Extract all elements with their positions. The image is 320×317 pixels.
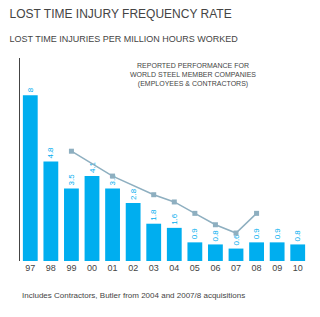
svg-text:1.8: 1.8 — [149, 209, 158, 221]
svg-text:8: 8 — [26, 87, 35, 92]
svg-text:98: 98 — [46, 263, 56, 273]
svg-text:09: 09 — [272, 263, 282, 273]
svg-text:3.5: 3.5 — [108, 174, 117, 186]
svg-text:06: 06 — [210, 263, 220, 273]
svg-text:10: 10 — [293, 263, 303, 273]
svg-text:03: 03 — [149, 263, 159, 273]
svg-text:00: 00 — [87, 263, 97, 273]
svg-text:4.1: 4.1 — [88, 161, 97, 173]
svg-text:0.8: 0.8 — [293, 230, 302, 242]
svg-text:1.6: 1.6 — [170, 213, 179, 225]
svg-text:0.9: 0.9 — [190, 228, 199, 240]
svg-text:REPORTED PERFORMANCE FORWORLD: REPORTED PERFORMANCE FORWORLD STEEL MEMB… — [130, 62, 256, 88]
svg-text:2.8: 2.8 — [129, 188, 138, 200]
svg-text:07: 07 — [231, 263, 241, 273]
svg-text:02: 02 — [128, 263, 138, 273]
svg-text:0.8: 0.8 — [211, 230, 220, 242]
svg-text:0.9: 0.9 — [252, 228, 261, 240]
svg-text:97: 97 — [25, 263, 35, 273]
svg-text:99: 99 — [66, 263, 76, 273]
svg-text:4.8: 4.8 — [46, 147, 55, 159]
svg-text:LOST TIME INJURIES PER MILLION: LOST TIME INJURIES PER MILLION HOURS WOR… — [10, 34, 239, 44]
svg-text:04: 04 — [169, 263, 179, 273]
svg-text:LOST TIME INJURY FREQUENCY RAT: LOST TIME INJURY FREQUENCY RATE — [10, 7, 232, 21]
svg-text:08: 08 — [252, 263, 262, 273]
svg-text:Includes Contractors, Butler f: Includes Contractors, Butler from 2004 a… — [22, 291, 245, 300]
svg-text:05: 05 — [190, 263, 200, 273]
svg-text:0.6: 0.6 — [232, 234, 241, 246]
svg-text:0.9: 0.9 — [273, 228, 282, 240]
svg-text:01: 01 — [108, 263, 118, 273]
svg-text:3.5: 3.5 — [67, 174, 76, 186]
